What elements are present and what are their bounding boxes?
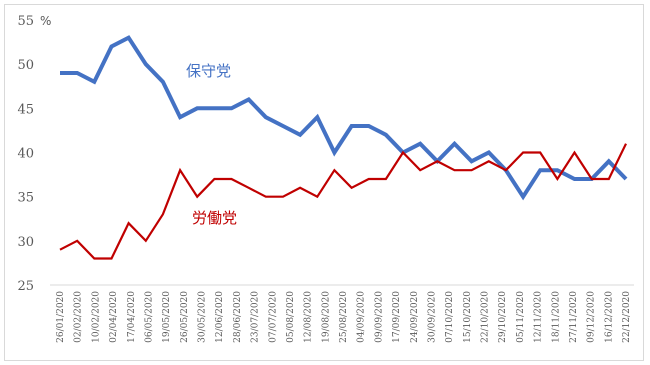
x-tick-label: 02/04/2020	[109, 291, 119, 343]
y-tick-label: 35	[17, 191, 34, 206]
y-unit-label: %	[40, 14, 51, 28]
x-tick-label: 30/05/2020	[198, 291, 208, 343]
x-tick-label: 19/08/2020	[321, 291, 331, 343]
x-tick-label: 05/08/2020	[286, 291, 296, 343]
x-tick-label: 12/06/2020	[215, 291, 225, 343]
y-tick-label: 25	[17, 279, 34, 294]
y-tick-label: 30	[17, 235, 34, 250]
x-tick-label: 22/10/2020	[481, 291, 491, 343]
x-tick-label: 30/09/2020	[427, 291, 437, 343]
x-tick-label: 10/02/2020	[91, 291, 101, 343]
x-tick-label: 22/12/2020	[622, 291, 632, 343]
x-tick-label: 23/07/2020	[251, 291, 261, 343]
x-tick-label: 25/08/2020	[339, 291, 349, 343]
x-tick-label: 12/11/2020	[534, 291, 544, 343]
x-tick-label: 19/05/2020	[162, 291, 172, 343]
x-tick-label: 17/09/2020	[392, 291, 402, 343]
series-label-0: 保守党	[186, 62, 231, 80]
x-tick-label: 26/05/2020	[180, 291, 190, 343]
y-tick-label: 50	[17, 58, 34, 73]
x-tick-label: 26/01/2020	[56, 291, 66, 343]
chart-frame	[4, 4, 644, 361]
x-tick-label: 24/09/2020	[410, 291, 420, 343]
series-line-0	[60, 35, 628, 201]
y-tick-label: 45	[17, 102, 34, 117]
x-tick-label: 09/12/2020	[587, 291, 597, 343]
x-tick-label: 09/09/2020	[374, 291, 384, 343]
x-tick-label: 04/09/2020	[357, 291, 367, 343]
y-tick-label: 40	[17, 147, 34, 162]
x-tick-label: 02/02/2020	[74, 291, 84, 343]
x-axis: 26/01/2020 02/02/2020 10/02/2020 02/04/2020…	[56, 291, 632, 343]
x-tick-label: 07/10/2020	[445, 291, 455, 343]
series-line-1	[59, 143, 627, 260]
x-tick-label: 18/11/2020	[551, 291, 561, 343]
x-tick-label: 12/08/2020	[304, 291, 314, 343]
x-tick-label: 29/10/2020	[498, 291, 508, 343]
y-tick-label: 55	[17, 14, 34, 29]
series-label-1: 労働党	[192, 209, 237, 227]
series-layer	[59, 35, 628, 260]
x-tick-label: 07/07/2020	[268, 291, 278, 343]
x-tick-label: 05/11/2020	[516, 291, 526, 343]
x-tick-label: 27/11/2020	[569, 291, 579, 343]
x-tick-label: 28/06/2020	[233, 291, 243, 343]
y-axis: 25 30 35 40 45 50 55	[17, 14, 34, 294]
x-tick-label: 17/04/2020	[127, 291, 137, 343]
x-tick-label: 16/12/2020	[604, 291, 614, 343]
x-tick-label: 06/05/2020	[144, 291, 154, 343]
x-tick-label: 15/10/2020	[463, 291, 473, 343]
